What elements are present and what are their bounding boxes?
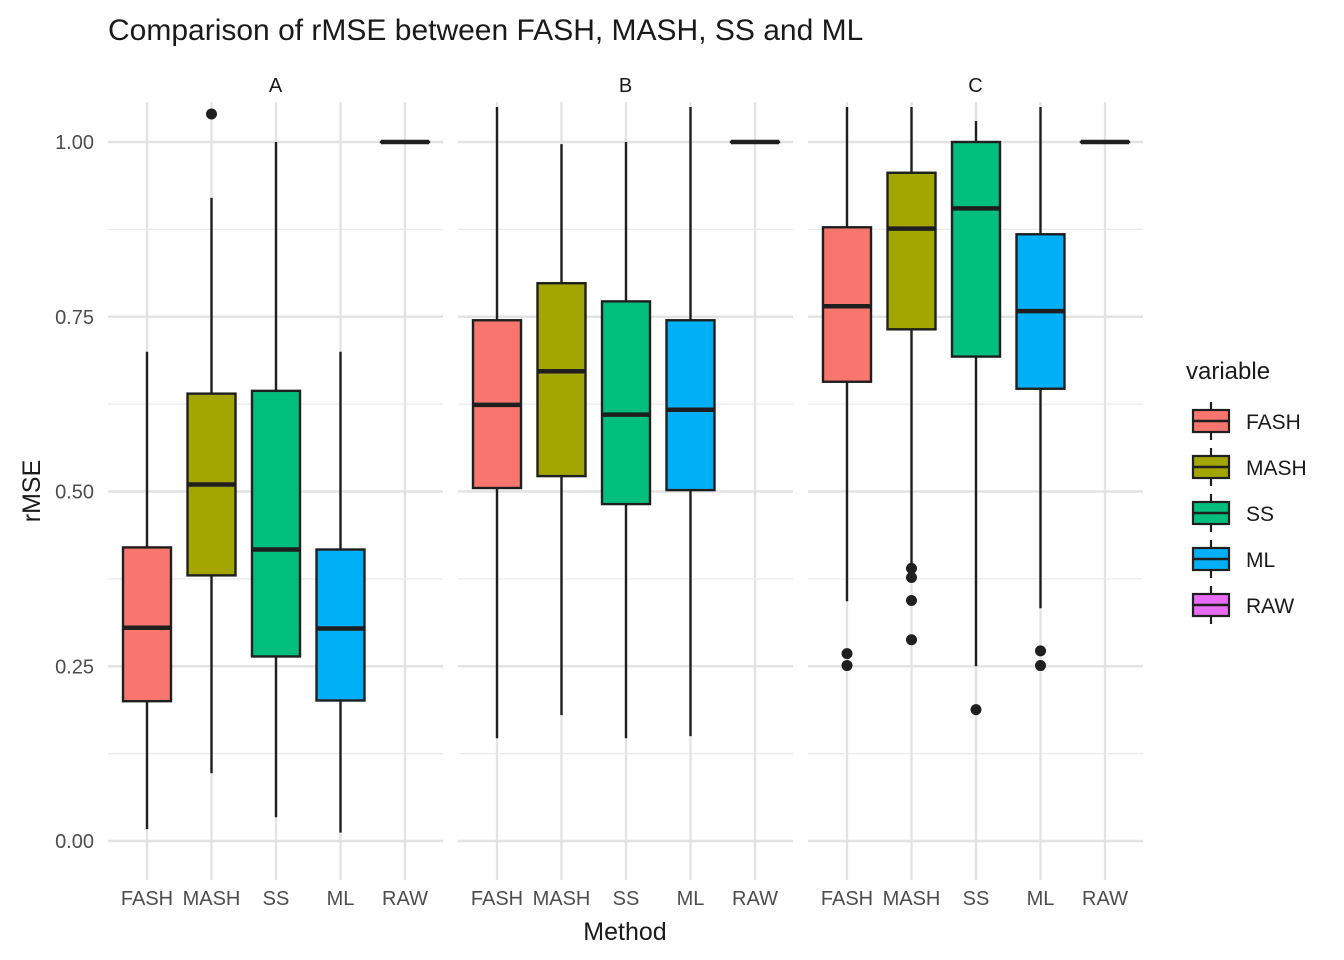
y-axis-ticks: 0.00 0.25 0.50 0.75 1.00 <box>55 132 94 853</box>
x-tick-label: FASH <box>471 888 523 910</box>
legend: variable FASH MASH SS ML RAW <box>1186 358 1307 624</box>
outlier-point <box>906 595 917 607</box>
chart-title: Comparison of rMSE between FASH, MASH, S… <box>108 14 863 47</box>
x-tick-label: ML <box>677 888 705 910</box>
x-tick-label: RAW <box>732 888 778 910</box>
box-ml-b <box>665 107 716 737</box>
x-tick-label: FASH <box>821 888 873 910</box>
box-body <box>665 319 716 492</box>
legend-item-fash: FASH <box>1191 402 1301 440</box>
legend-label: ML <box>1246 549 1275 572</box>
x-tick-label: MASH <box>533 888 591 910</box>
outlier-point <box>906 634 917 646</box>
y-tick-label: 0.25 <box>55 656 94 678</box>
legend-title: variable <box>1186 358 1270 385</box>
box-body <box>121 546 173 703</box>
x-axis-ticks: FASH MASH SS ML RAW FASH MASH SS ML RAW FASH MASH SS… <box>121 888 1128 910</box>
x-tick-label: RAW <box>382 888 428 910</box>
box-ss-a <box>250 142 302 818</box>
box-ss-c <box>950 121 1002 716</box>
facet-label: B <box>619 75 632 97</box>
x-tick-label: MASH <box>883 888 941 910</box>
box-mash-a <box>186 108 237 774</box>
x-tick-label: SS <box>263 888 290 910</box>
outlier-point <box>841 660 853 672</box>
x-tick-label: ML <box>327 888 355 910</box>
y-axis-title: rMSE <box>18 460 46 523</box>
y-tick-label: 1.00 <box>55 132 94 154</box>
legend-item-mash: MASH <box>1191 448 1307 486</box>
x-tick-label: SS <box>963 888 990 910</box>
facet-label: C <box>968 75 982 97</box>
box-body <box>250 389 302 658</box>
box-body <box>536 281 587 478</box>
y-tick-label: 0.75 <box>55 307 94 329</box>
outlier-point <box>906 571 917 583</box>
x-tick-label: RAW <box>1082 888 1128 910</box>
box-mash-b <box>536 144 587 716</box>
y-tick-label: 0.50 <box>55 482 94 504</box>
y-tick-label: 0.00 <box>55 831 94 853</box>
legend-label: RAW <box>1246 595 1294 618</box>
legend-label: FASH <box>1246 411 1301 434</box>
box-fash-b <box>471 107 523 739</box>
box-body <box>315 548 366 702</box>
outlier-point <box>1035 660 1046 672</box>
outlier-point <box>841 648 853 660</box>
box-body <box>950 140 1002 358</box>
box-layer <box>121 107 1131 833</box>
box-fash-c <box>821 107 873 672</box>
legend-label: SS <box>1246 503 1274 526</box>
legend-item-ss: SS <box>1191 494 1274 532</box>
facet-label: A <box>269 75 283 97</box>
outlier-point <box>1035 645 1046 657</box>
outlier-point <box>970 704 982 716</box>
box-ml-a <box>315 351 366 833</box>
box-mash-c <box>886 107 937 646</box>
x-axis-title: Method <box>583 918 666 946</box>
box-fash-a <box>121 351 173 830</box>
x-tick-label: SS <box>613 888 640 910</box>
box-ml-c <box>1015 107 1066 672</box>
box-body <box>600 300 652 506</box>
legend-item-ml: ML <box>1191 540 1275 578</box>
x-tick-label: ML <box>1027 888 1055 910</box>
outlier-point <box>906 562 917 574</box>
x-tick-label: FASH <box>121 888 173 910</box>
outlier-point <box>206 108 217 120</box>
legend-item-raw: RAW <box>1191 586 1294 624</box>
x-tick-label: MASH <box>183 888 241 910</box>
box-body <box>886 171 937 331</box>
facet-strips: A B C <box>269 75 983 97</box>
legend-label: MASH <box>1246 457 1307 480</box>
box-ss-b <box>600 142 652 739</box>
